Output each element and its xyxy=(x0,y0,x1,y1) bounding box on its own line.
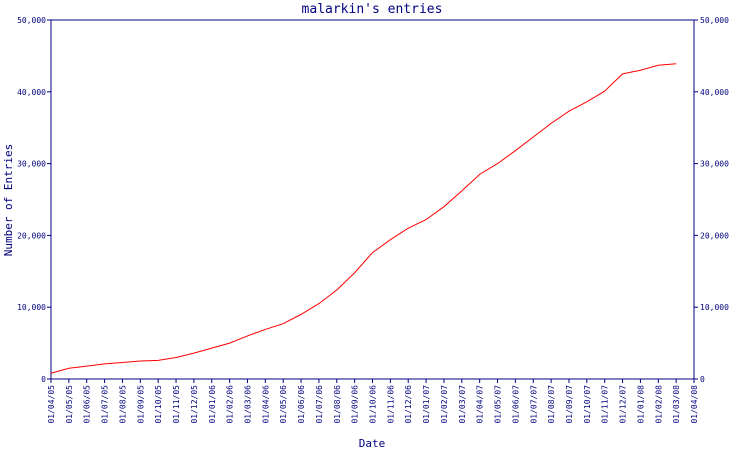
y-axis-right: 0 10,000 20,000 30,000 40,000 50,000 xyxy=(694,16,729,384)
x-tick-label: 01/01/06 xyxy=(208,385,217,424)
x-tick-label: 01/08/05 xyxy=(118,385,127,424)
x-tick-label: 01/10/07 xyxy=(583,385,592,424)
x-tick-label: 01/05/07 xyxy=(494,385,503,424)
series-line xyxy=(50,63,677,374)
y-tick-label-right: 10,000 xyxy=(700,303,729,312)
x-tick-label: 01/10/06 xyxy=(369,385,378,424)
x-tick-label: 01/08/06 xyxy=(333,385,342,424)
x-tick-label: 01/06/06 xyxy=(297,385,306,424)
x-tick-label: 01/04/06 xyxy=(261,385,270,424)
x-tick-label: 01/05/06 xyxy=(279,385,288,424)
y-tick-label-right: 30,000 xyxy=(700,160,729,169)
series-layer xyxy=(50,63,677,374)
x-tick-label: 01/09/06 xyxy=(351,385,360,424)
x-tick-label: 01/07/05 xyxy=(101,385,110,424)
plot-area-frame xyxy=(50,19,695,380)
x-tick-label: 01/11/07 xyxy=(601,385,610,424)
x-tick-label: 01/09/05 xyxy=(136,385,145,424)
y-tick-label-left: 30,000 xyxy=(17,160,46,169)
x-tick-label: 01/06/05 xyxy=(83,385,92,424)
x-tick-label: 01/03/07 xyxy=(458,385,467,424)
x-tick-label: 01/07/06 xyxy=(315,385,324,424)
x-tick-label: 01/04/05 xyxy=(47,385,56,424)
x-tick-label: 01/06/07 xyxy=(511,385,520,424)
x-tick-label: 01/02/08 xyxy=(654,385,663,424)
x-tick-label: 01/12/07 xyxy=(619,385,628,424)
x-tick-label: 01/11/06 xyxy=(386,385,395,424)
x-tick-label: 01/11/05 xyxy=(172,385,181,424)
x-tick-label: 01/02/06 xyxy=(226,385,235,424)
x-tick-label: 01/12/06 xyxy=(404,385,413,424)
y-tick-label-left: 10,000 xyxy=(17,303,46,312)
x-axis-label: Date xyxy=(359,437,386,450)
x-tick-label: 01/01/08 xyxy=(636,385,645,424)
y-tick-label-right: 20,000 xyxy=(700,231,729,240)
x-tick-label: 01/04/08 xyxy=(690,385,699,424)
y-tick-label-left: 20,000 xyxy=(17,231,46,240)
x-tick-label: 01/04/07 xyxy=(476,385,485,424)
x-tick-label: 01/09/07 xyxy=(565,385,574,424)
y-tick-label-left: 0 xyxy=(41,375,46,384)
y-tick-label-left: 50,000 xyxy=(17,16,46,25)
x-tick-label: 01/01/07 xyxy=(422,385,431,424)
x-tick-label: 01/08/07 xyxy=(547,385,556,424)
y-tick-label-right: 50,000 xyxy=(700,16,729,25)
x-tick-label: 01/12/05 xyxy=(190,385,199,424)
x-tick-label: 01/10/05 xyxy=(154,385,163,424)
y-tick-label-left: 40,000 xyxy=(17,88,46,97)
x-tick-label: 01/03/08 xyxy=(672,385,681,424)
x-axis: 01/04/05 01/05/05 01/06/05 01/07/05 01/08/05… xyxy=(47,379,699,424)
x-tick-label: 01/05/05 xyxy=(65,385,74,424)
chart-title: malarkin's entries xyxy=(302,2,443,17)
y-tick-label-right: 40,000 xyxy=(700,88,729,97)
x-tick-label: 01/07/07 xyxy=(529,385,538,424)
x-tick-label: 01/03/06 xyxy=(243,385,252,424)
y-tick-label-right: 0 xyxy=(700,375,705,384)
x-tick-label: 01/02/07 xyxy=(440,385,449,424)
y-axis-left: 0 10,000 20,000 30,000 40,000 50,000 xyxy=(17,16,51,384)
y-axis-label: Number of Entries xyxy=(2,144,15,257)
